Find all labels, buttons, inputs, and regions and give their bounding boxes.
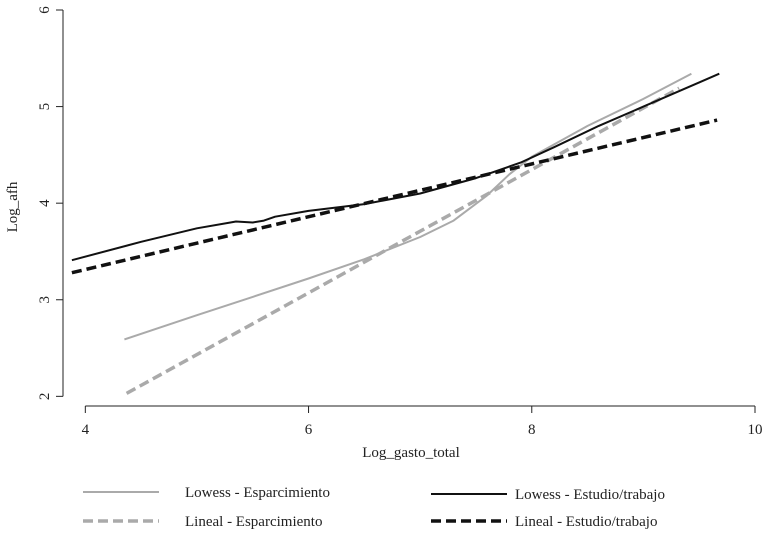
axes: 4 6 8 10 2 3 4 5 6 <box>37 6 763 438</box>
y-tick-label: 2 <box>37 393 53 401</box>
x-tick-label: 8 <box>528 422 536 438</box>
y-tick-label: 6 <box>37 6 53 14</box>
x-tick-label: 10 <box>748 422 763 438</box>
y-tick-label: 3 <box>37 296 53 304</box>
axis-titles: Log_gasto_total Log_afh <box>5 181 460 461</box>
series-line-2 <box>125 86 680 395</box>
series-line-3 <box>71 72 720 262</box>
y-tick-label: 5 <box>37 103 53 111</box>
legend: Lowess - Esparcimiento Lineal - Esparcimi… <box>83 485 665 530</box>
legend-label-4: Lineal - Estudio/trabajo <box>515 514 657 530</box>
legend-label-3: Lowess - Estudio/trabajo <box>515 487 665 503</box>
series-layer <box>71 72 720 395</box>
series-line-1 <box>124 72 692 341</box>
legend-label-1: Lowess - Esparcimiento <box>185 485 330 501</box>
x-tick-label: 4 <box>82 422 90 438</box>
x-axis-title: Log_gasto_total <box>362 445 460 461</box>
x-tick-label: 6 <box>305 422 313 438</box>
y-axis-title: Log_afh <box>5 181 21 232</box>
y-tick-label: 4 <box>37 199 53 207</box>
series-line-4 <box>71 118 718 275</box>
legend-label-2: Lineal - Esparcimiento <box>185 514 322 530</box>
